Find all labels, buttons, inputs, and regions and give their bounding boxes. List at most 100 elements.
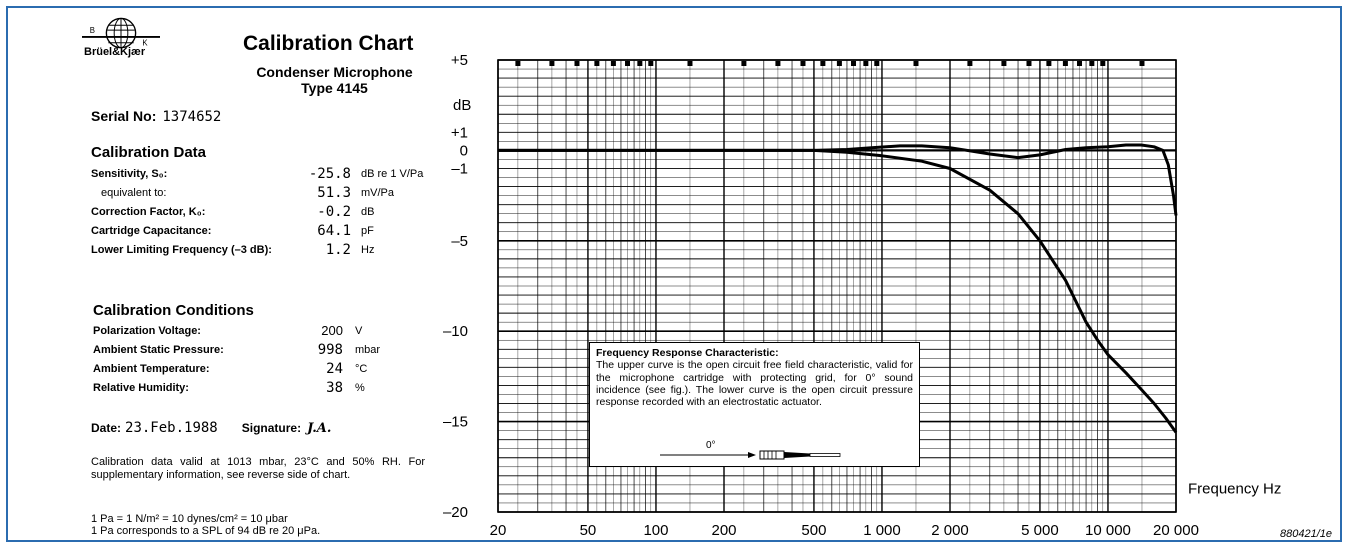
- x-tick-label: 200: [711, 522, 736, 539]
- edge-mark: [863, 61, 869, 66]
- legend-text: The upper curve is the open circuit free…: [596, 359, 913, 409]
- units-note-line-1: 1 Pa = 1 N/m² = 10 dynes/cm² = 10 μbar: [91, 513, 288, 525]
- row-value: 1.2: [325, 242, 351, 258]
- cond-row-temperature: Ambient Temperature: 24 °C: [93, 361, 413, 381]
- x-tick-label: 1 000: [863, 522, 901, 539]
- edge-mark: [874, 61, 880, 66]
- data-row-sensitivity: Sensitivity, S₀: -25.8 dB re 1 V/Pa: [91, 166, 431, 186]
- edge-mark: [594, 61, 600, 66]
- edge-mark: [1077, 61, 1083, 66]
- svg-text:B: B: [90, 26, 95, 35]
- x-axis-label: Frequency Hz: [1188, 480, 1281, 497]
- row-unit: mbar: [355, 344, 381, 356]
- cond-row-humidity: Relative Humidity: 38 %: [93, 380, 413, 400]
- row-unit: pF: [361, 225, 374, 237]
- signature-label: Signature:: [241, 421, 302, 435]
- row-label: Polarization Voltage:: [93, 325, 201, 337]
- y-tick-label: 0: [460, 142, 468, 159]
- row-value: 998: [317, 342, 343, 358]
- data-row-correction: Correction Factor, K₀: -0.2 dB: [91, 204, 431, 224]
- calibration-data-heading: Calibration Data: [91, 144, 207, 161]
- serial-label: Serial No:: [91, 108, 157, 124]
- serial-value: 1374652: [162, 109, 222, 125]
- data-row-capacitance: Cartridge Capacitance: 64.1 pF: [91, 223, 431, 243]
- row-unit: Hz: [361, 244, 375, 256]
- y-tick-label: –10: [443, 323, 468, 340]
- row-unit: mV/Pa: [361, 187, 395, 199]
- signature: J.A.: [307, 421, 332, 436]
- edge-mark: [549, 61, 555, 66]
- legend-box: Frequency Response Characteristic: The u…: [589, 342, 920, 467]
- x-tick-label: 2 000: [931, 522, 969, 539]
- y-tick-labels: +5 +10–1 –5 –10 –15 –20: [443, 52, 468, 521]
- date-label: Date:: [91, 421, 122, 435]
- x-tick-label: 500: [801, 522, 826, 539]
- row-value: 24: [326, 361, 343, 377]
- row-label: Sensitivity, S₀:: [91, 168, 168, 180]
- units-note-line-2: 1 Pa corresponds to a SPL of 94 dB re 20…: [91, 525, 321, 537]
- validity-note: Calibration data valid at 1013 mbar, 23°…: [91, 456, 425, 481]
- edge-mark: [775, 61, 781, 66]
- x-tick-labels: 20 50 100 200 500 1 000 2 000 5 000 10 000 20 000: [490, 522, 1199, 539]
- subtitle-line-1: Condenser Microphone: [256, 64, 413, 80]
- edge-mark: [648, 61, 654, 66]
- figure-id: 880421/1e: [1280, 528, 1332, 540]
- data-row-equivalent: equivalent to: 51.3 mV/Pa: [91, 185, 431, 205]
- row-label: Ambient Temperature:: [93, 363, 210, 375]
- y-tick-label: +1: [451, 124, 468, 141]
- svg-text:K: K: [142, 39, 148, 48]
- row-label: equivalent to:: [101, 187, 167, 199]
- row-unit: %: [355, 382, 365, 394]
- row-label: Cartridge Capacitance:: [91, 225, 212, 237]
- arrow-head-icon: [748, 452, 756, 458]
- y-tick-label: –20: [443, 504, 468, 521]
- x-tick-label: 100: [643, 522, 668, 539]
- cond-row-polarization: Polarization Voltage: 200 V: [93, 323, 413, 343]
- edge-mark: [625, 61, 631, 66]
- x-tick-label: 10 000: [1085, 522, 1131, 539]
- edge-mark: [1100, 61, 1106, 66]
- x-tick-label: 20: [490, 522, 507, 539]
- x-tick-label: 50: [580, 522, 597, 539]
- date-signature-line: Date: 23.Feb.1988 Signature: J.A.: [91, 420, 331, 436]
- y-tick-label: –5: [451, 233, 468, 250]
- y-tick-label: –1: [451, 160, 468, 177]
- page-title: Calibration Chart: [243, 32, 414, 55]
- data-row-lower-limit: Lower Limiting Frequency (–3 dB): 1.2 Hz: [91, 242, 431, 262]
- row-unit: V: [355, 325, 363, 337]
- edge-mark: [637, 61, 643, 66]
- page-subtitle: Condenser Microphone Type 4145: [244, 64, 425, 96]
- row-unit: °C: [355, 363, 368, 375]
- plot-border: [497, 59, 1177, 513]
- series-free-field-curve: [498, 143, 1178, 216]
- edge-mark: [820, 61, 826, 66]
- row-value: 51.3: [317, 185, 351, 201]
- edge-mark: [574, 61, 580, 66]
- edge-mark: [1001, 61, 1007, 66]
- serial-number: Serial No: 1374652: [91, 108, 221, 125]
- row-label: Lower Limiting Frequency (–3 dB):: [91, 244, 272, 256]
- date-value: 23.Feb.1988: [125, 420, 218, 436]
- y-axis-label: dB: [453, 97, 471, 114]
- edge-mark: [967, 61, 973, 66]
- row-label: Ambient Static Pressure:: [93, 344, 224, 356]
- response-curves: [498, 143, 1178, 434]
- edge-mark: [1046, 61, 1052, 66]
- edge-mark: [1062, 61, 1068, 66]
- chart-frame: [6, 6, 1342, 542]
- edge-mark: [1026, 61, 1032, 66]
- edge-mark: [741, 61, 747, 66]
- cond-row-pressure: Ambient Static Pressure: 998 mbar: [93, 342, 413, 362]
- row-label: Correction Factor, K₀:: [91, 206, 206, 218]
- row-value: -0.2: [317, 204, 351, 220]
- edge-mark: [687, 61, 693, 66]
- microphone-icon: [759, 450, 841, 460]
- row-value: 200: [321, 323, 343, 338]
- edge-mark: [610, 61, 616, 66]
- row-unit: dB re 1 V/Pa: [361, 168, 424, 180]
- y-tick-label: +5: [451, 52, 468, 69]
- edge-mark: [515, 61, 521, 66]
- edge-mark: [913, 61, 919, 66]
- edge-mark: [1089, 61, 1095, 66]
- legend-heading: Frequency Response Characteristic:: [596, 347, 779, 359]
